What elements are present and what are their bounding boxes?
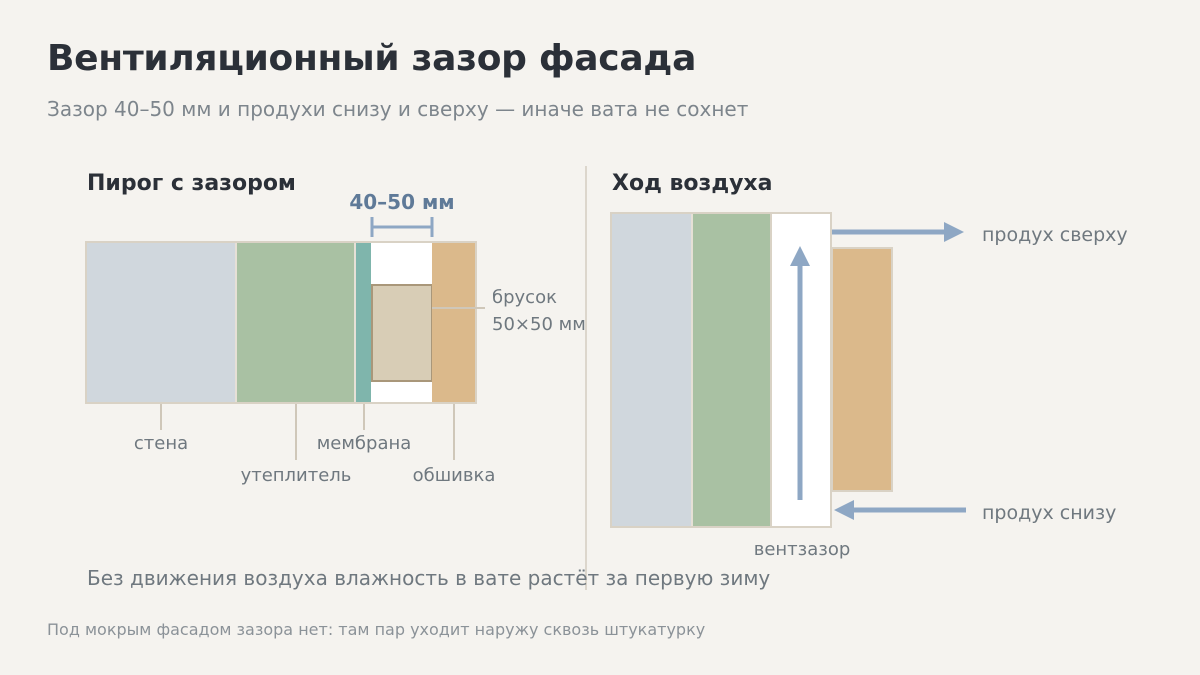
airflow-section [610, 212, 893, 528]
cladding-label: обшивка [413, 465, 496, 486]
page-title: Вентиляционный зазор фасада [47, 38, 697, 79]
page-subtitle: Зазор 40–50 мм и продухи снизу и сверху … [47, 97, 749, 121]
batten-label-line1: брусок [492, 287, 557, 308]
batten-label-line2: 50×50 мм [492, 314, 586, 335]
membrane-label: мембрана [317, 433, 412, 454]
vent-gap-label: вентзазор [754, 539, 851, 560]
layer-leaders [160, 404, 455, 460]
insulation-label: утеплитель [241, 465, 352, 486]
footnote: Под мокрым фасадом зазора нет: там пар у… [47, 620, 706, 639]
wall-label: стена [134, 433, 188, 454]
vent-bottom-label: продух снизу [982, 502, 1116, 524]
wall-layer [87, 243, 236, 402]
batten [371, 284, 433, 382]
airflow-cladding-layer [831, 247, 893, 492]
airflow-insulation-layer [693, 214, 771, 526]
gap-dimension-label: 40–50 мм [349, 190, 454, 214]
cladding-layer [432, 243, 475, 402]
panel-divider [585, 166, 587, 590]
vent-top-label: продух сверху [982, 224, 1128, 246]
wall-section [85, 241, 477, 404]
left-panel-title: Пирог с зазором [87, 171, 296, 196]
right-panel-title: Ход воздуха [612, 171, 773, 196]
diagram-caption: Без движения воздуха влажность в вате ра… [87, 566, 771, 590]
airflow-wall-layer [612, 214, 692, 526]
insulation-layer [237, 243, 355, 402]
membrane-layer [356, 243, 371, 402]
gap-dimension [370, 217, 434, 237]
